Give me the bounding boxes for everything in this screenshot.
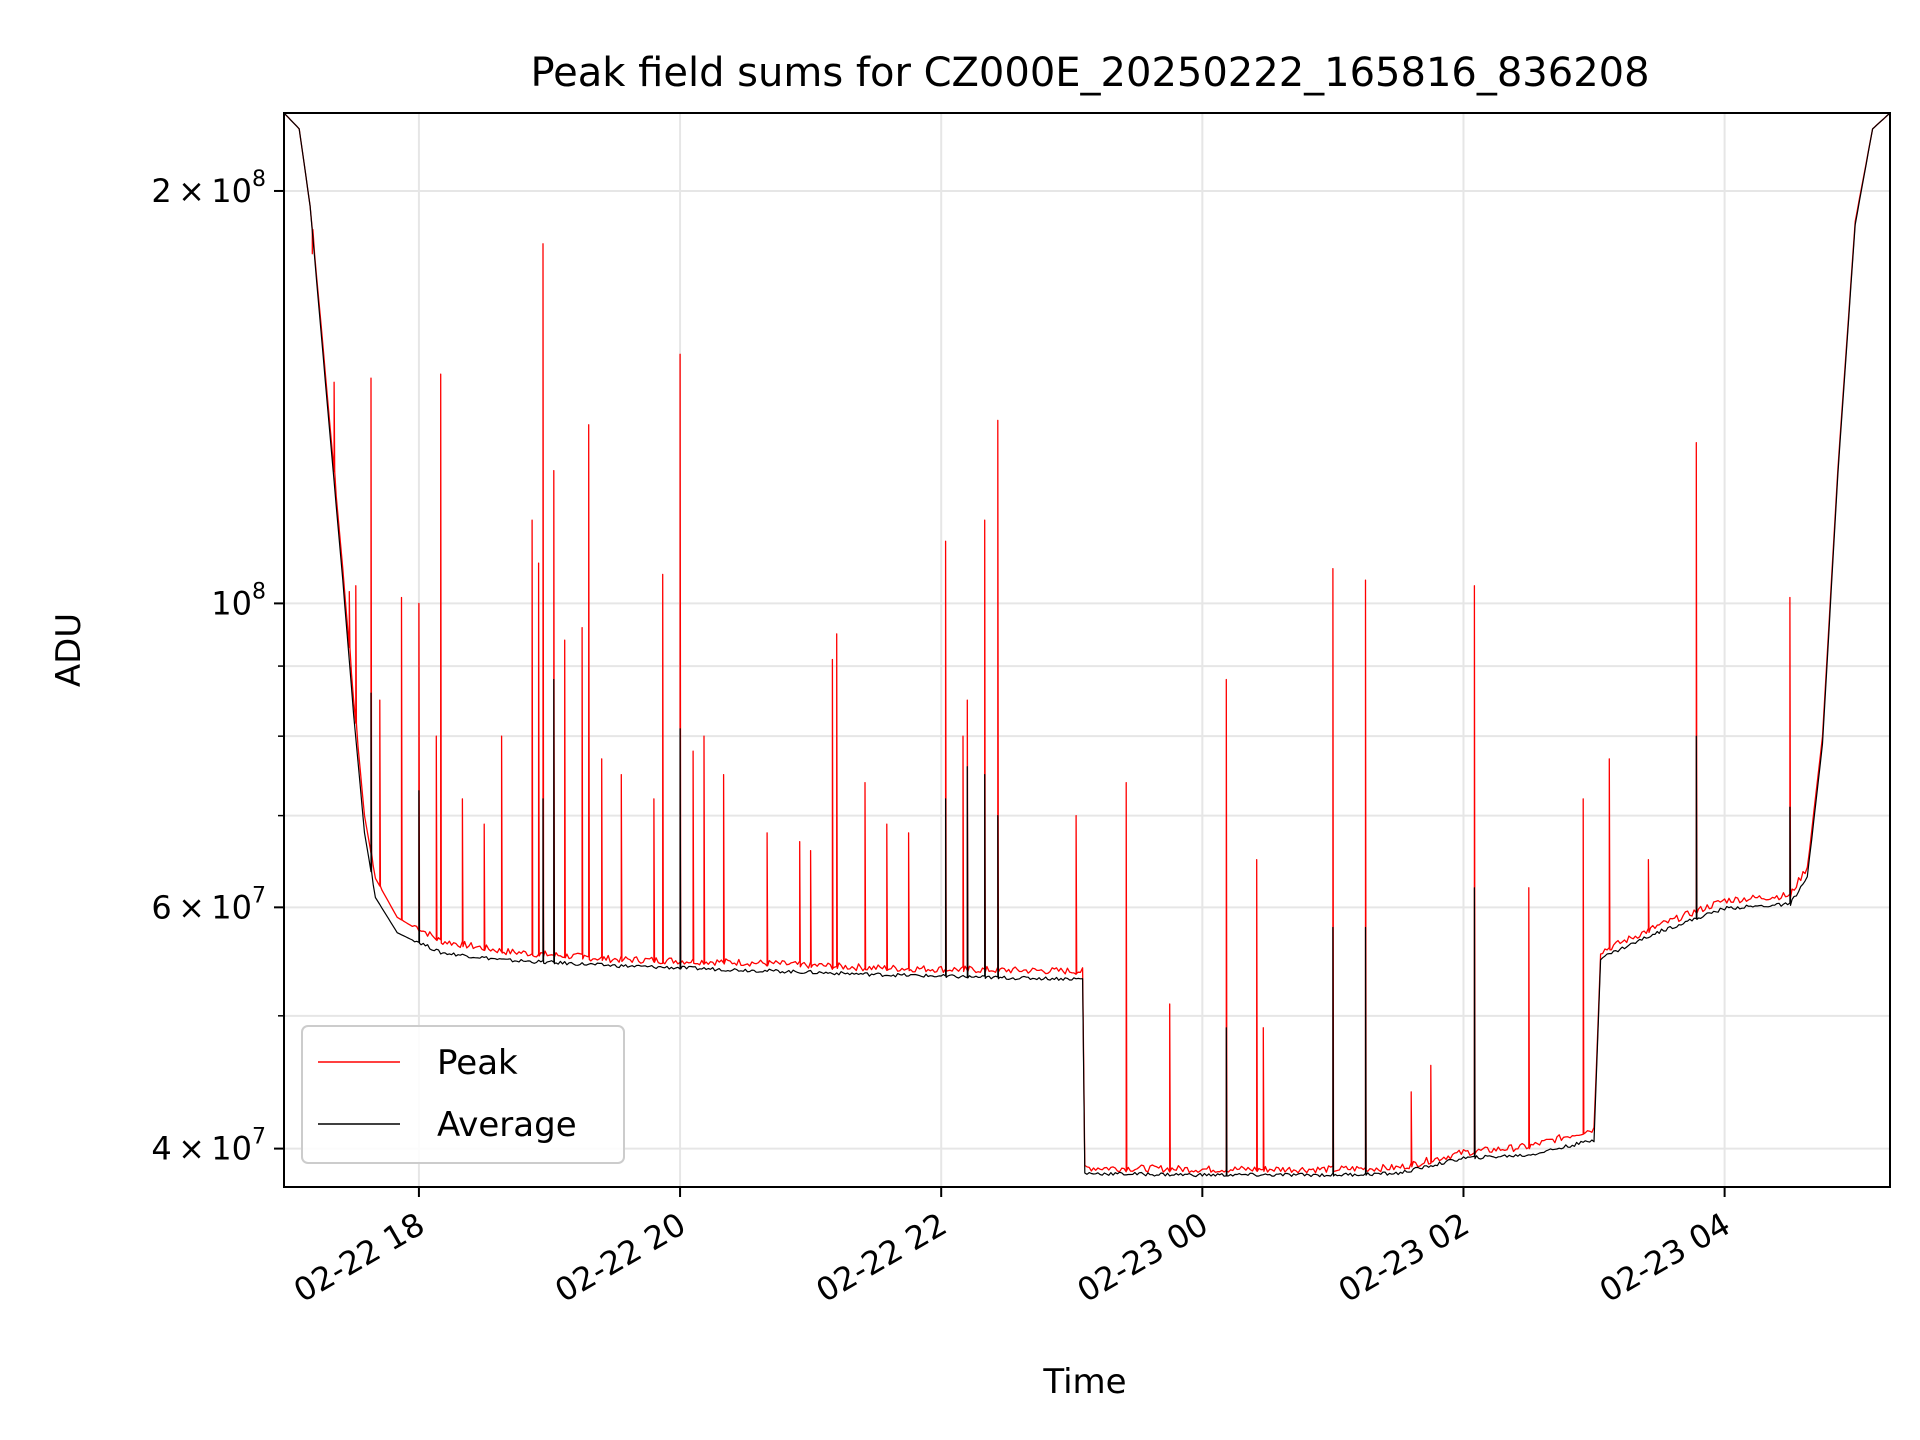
- legend: Peak Average: [301, 1025, 625, 1164]
- y-tick-label: 6 × 107: [151, 883, 266, 926]
- grid-lines: [284, 113, 1890, 1187]
- legend-average-label: Average: [437, 1105, 577, 1145]
- y-tick-label: 4 × 107: [151, 1125, 266, 1168]
- chart-title: Peak field sums for CZ000E_20250222_1658…: [530, 50, 1649, 96]
- x-axis-label: Time: [1042, 1362, 1126, 1402]
- plot-frame: [283, 112, 1891, 1188]
- plot-series: [284, 113, 1890, 1178]
- y-tick-label: 2 × 108: [151, 167, 266, 210]
- y-tick-label: 108: [211, 579, 266, 622]
- legend-peak-label: Peak: [437, 1043, 518, 1083]
- y-axis: 4 × 107 6 × 107 108 2 × 108: [151, 167, 284, 1168]
- series-line-average: [284, 113, 1890, 1178]
- y-axis-label: ADU: [49, 613, 89, 687]
- legend-box: [301, 1025, 625, 1164]
